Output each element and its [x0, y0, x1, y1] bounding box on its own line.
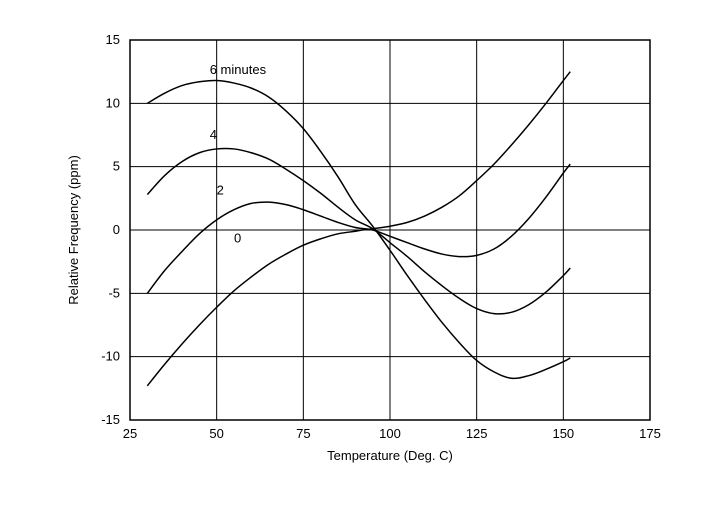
- y-tick-label: -5: [108, 285, 120, 300]
- curve-2-label: 2: [217, 183, 224, 198]
- x-axis-label: Temperature (Deg. C): [327, 448, 453, 463]
- y-tick-label: -10: [101, 349, 120, 364]
- x-tick-label: 75: [296, 426, 310, 441]
- x-tick-label: 50: [209, 426, 223, 441]
- frequency-temperature-chart: 25 50 75 100 125 150 175 -15 -10 -5 0 5 10 15 Temperat…: [0, 0, 728, 514]
- curve-0-label: 0: [234, 231, 241, 246]
- y-tick-label: 0: [113, 222, 120, 237]
- y-axis-label: Relative Frequency (ppm): [66, 155, 81, 305]
- y-tick-label: -15: [101, 412, 120, 427]
- x-tick-label: 25: [123, 426, 137, 441]
- x-tick-label: 100: [379, 426, 401, 441]
- x-tick-label: 125: [466, 426, 488, 441]
- curve-4-label: 4: [210, 127, 217, 142]
- x-tick-label: 175: [639, 426, 661, 441]
- y-tick-label: 10: [106, 95, 120, 110]
- y-tick-label: 5: [113, 159, 120, 174]
- curve-6-label: 6 minutes: [210, 62, 267, 77]
- x-tick-label: 150: [552, 426, 574, 441]
- y-tick-label: 15: [106, 32, 120, 47]
